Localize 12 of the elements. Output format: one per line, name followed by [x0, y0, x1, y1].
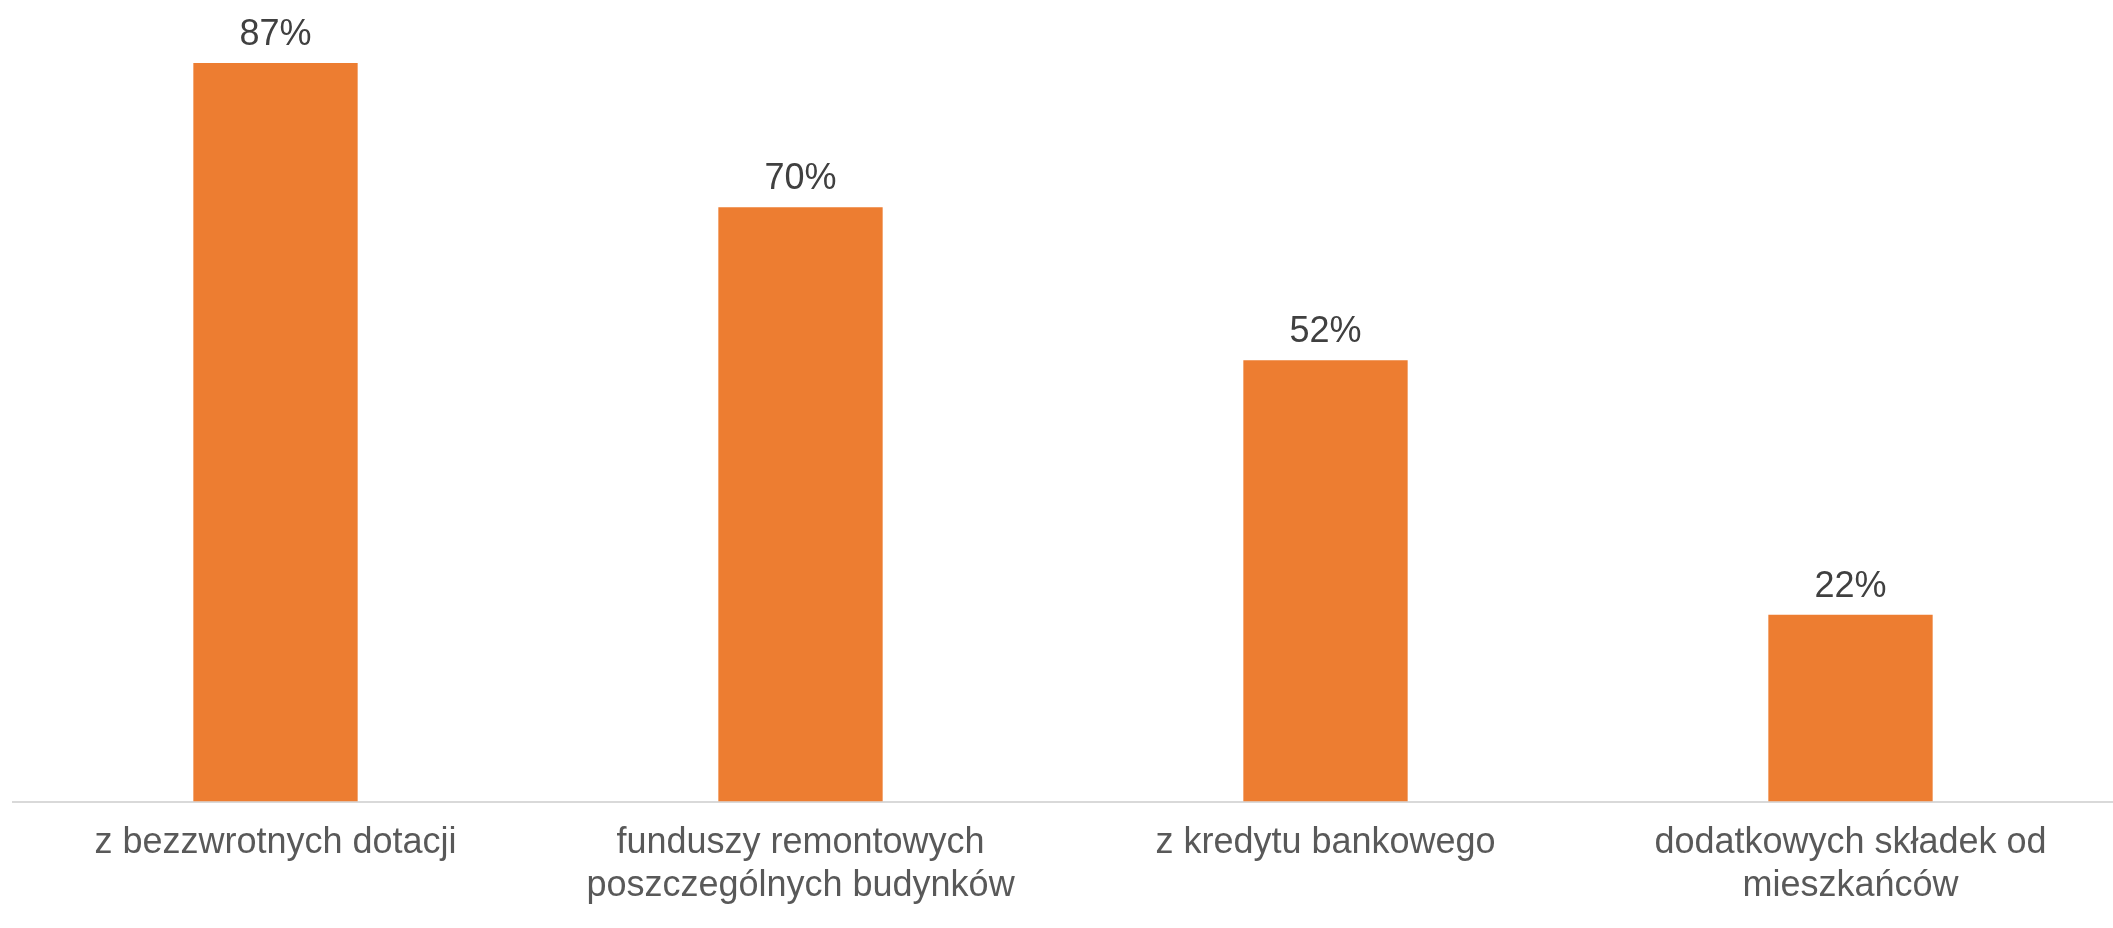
bar — [1768, 614, 1933, 802]
data-label: 87% — [239, 11, 312, 53]
bar — [718, 207, 883, 802]
x-tick-label: z bezzwrotnych dotacji — [94, 820, 457, 862]
bar — [1243, 360, 1408, 802]
data-label: 52% — [1289, 309, 1362, 351]
data-label: 22% — [1814, 563, 1887, 605]
x-tick-label: dodatkowych składek od mieszkańców — [1654, 820, 2047, 905]
x-tick-label: z kredytu bankowego — [1155, 820, 1496, 862]
data-label: 70% — [764, 156, 837, 198]
bar — [193, 63, 358, 802]
x-tick-label: funduszy remontowych poszczególnych budynków — [586, 820, 1016, 905]
